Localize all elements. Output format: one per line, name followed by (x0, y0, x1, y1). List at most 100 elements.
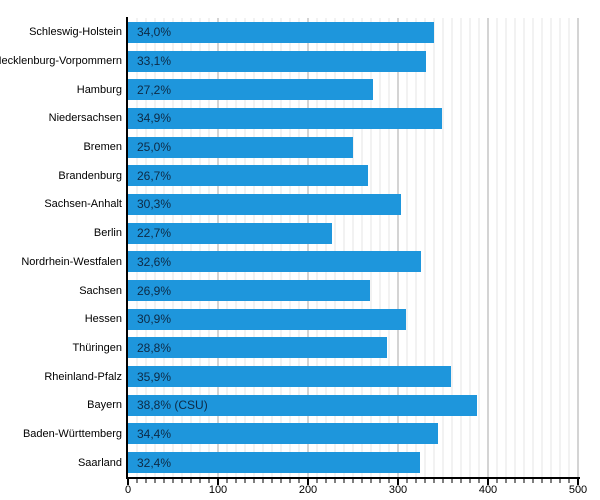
minor-tick (262, 479, 264, 483)
category-label: Schleswig-Holstein (29, 26, 122, 39)
category-label: Hessen (84, 313, 122, 326)
minor-gridline (361, 18, 363, 477)
minor-gridline (406, 18, 408, 477)
minor-gridline (379, 18, 381, 477)
minor-gridline (172, 18, 174, 477)
bar-value-label: 25,0% (137, 140, 172, 155)
minor-gridline (136, 18, 138, 477)
minor-gridline (496, 18, 498, 477)
minor-gridline (424, 18, 426, 477)
minor-tick (325, 479, 327, 483)
minor-gridline (271, 18, 273, 477)
bar-row: 35,9% (128, 362, 578, 391)
bar-row: 34,9% (128, 104, 578, 133)
bar: 38,8% (CSU) (128, 394, 478, 416)
bar-value-label: 27,2% (137, 82, 172, 97)
minor-gridline (559, 18, 561, 477)
minor-gridline (199, 18, 201, 477)
minor-gridline (523, 18, 525, 477)
bar-row: 28,8% (128, 334, 578, 363)
bar: 28,8% (128, 337, 388, 359)
minor-gridline (298, 18, 300, 477)
major-tick (397, 479, 399, 485)
bar-value-label: 28,8% (137, 340, 172, 355)
minor-gridline (370, 18, 372, 477)
minor-gridline (505, 18, 507, 477)
axis-tick-label: 0 (124, 484, 132, 496)
minor-gridline (181, 18, 183, 477)
category-label: Bremen (83, 141, 122, 154)
minor-gridline (568, 18, 570, 477)
minor-tick (226, 479, 228, 483)
bar: 34,9% (128, 107, 443, 129)
category-label: Berlin (93, 227, 122, 240)
minor-tick (208, 479, 210, 483)
minor-tick (568, 479, 570, 483)
minor-tick (415, 479, 417, 483)
minor-tick (190, 479, 192, 483)
category-label: Nordrhein-Westfalen (21, 255, 122, 268)
minor-gridline (190, 18, 192, 477)
minor-tick (154, 479, 156, 483)
minor-tick (451, 479, 453, 483)
bar-value-label: 22,7% (137, 226, 172, 241)
bar-row: 34,0% (128, 18, 578, 47)
minor-tick (199, 479, 201, 483)
minor-tick (298, 479, 300, 483)
bar-row: 30,9% (128, 305, 578, 334)
bar-row: 32,6% (128, 248, 578, 277)
minor-tick (541, 479, 543, 483)
gridlines (128, 18, 579, 477)
minor-tick (388, 479, 390, 483)
major-tick (217, 479, 219, 485)
major-gridline (577, 18, 579, 477)
bar: 22,7% (128, 222, 333, 244)
minor-tick (379, 479, 381, 483)
minor-gridline (289, 18, 291, 477)
axis-tick-label: 200 (298, 484, 318, 496)
bar-row: 33,1% (128, 47, 578, 76)
bar-row: 22,7% (128, 219, 578, 248)
minor-gridline (235, 18, 237, 477)
major-gridline (217, 18, 219, 477)
minor-tick (163, 479, 165, 483)
minor-tick (424, 479, 426, 483)
minor-tick (361, 479, 363, 483)
minor-gridline (325, 18, 327, 477)
bar: 34,4% (128, 423, 438, 445)
minor-gridline (388, 18, 390, 477)
bar-value-label: 34,0% (137, 25, 172, 40)
minor-tick (289, 479, 291, 483)
category-label: Mecklenburg-Vorpommern (0, 55, 122, 68)
minor-tick (496, 479, 498, 483)
category-labels: Schleswig-Holstein Mecklenburg-Vorpommern… (0, 18, 122, 477)
minor-tick (343, 479, 345, 483)
bar: 33,1% (128, 50, 426, 72)
x-axis-tick-labels: 0 100 200 300 400 500 (124, 484, 587, 499)
x-axis-ticks (127, 479, 579, 487)
axis-tick-label: 300 (388, 484, 408, 496)
major-gridline (397, 18, 399, 477)
bar-value-label: 34,9% (137, 111, 172, 126)
bar-value-label: 34,4% (137, 426, 172, 441)
category-label: Thüringen (72, 341, 122, 354)
bar-row: 34,4% (128, 420, 578, 449)
minor-gridline (469, 18, 471, 477)
bar-row: 30,3% (128, 190, 578, 219)
major-tick (487, 479, 489, 485)
bar-value-label: 32,6% (137, 254, 172, 269)
minor-gridline (352, 18, 354, 477)
category-label: Hamburg (76, 83, 122, 96)
minor-gridline (334, 18, 336, 477)
bar: 35,9% (128, 366, 452, 388)
bar: 34,0% (128, 21, 434, 43)
bar-row: 38,8% (CSU) (128, 391, 578, 420)
bars: 34,0% 33,1% 27,2% 34,9% 25,0% 26,7% 30,3% 22,7%… (128, 18, 578, 477)
bar-value-label: 26,7% (137, 168, 172, 183)
bar-row: 26,9% (128, 276, 578, 305)
category-label: Bayern (87, 399, 122, 412)
bar: 26,9% (128, 280, 371, 302)
bar: 30,9% (128, 308, 407, 330)
minor-gridline (316, 18, 318, 477)
y-axis-line (126, 17, 128, 478)
